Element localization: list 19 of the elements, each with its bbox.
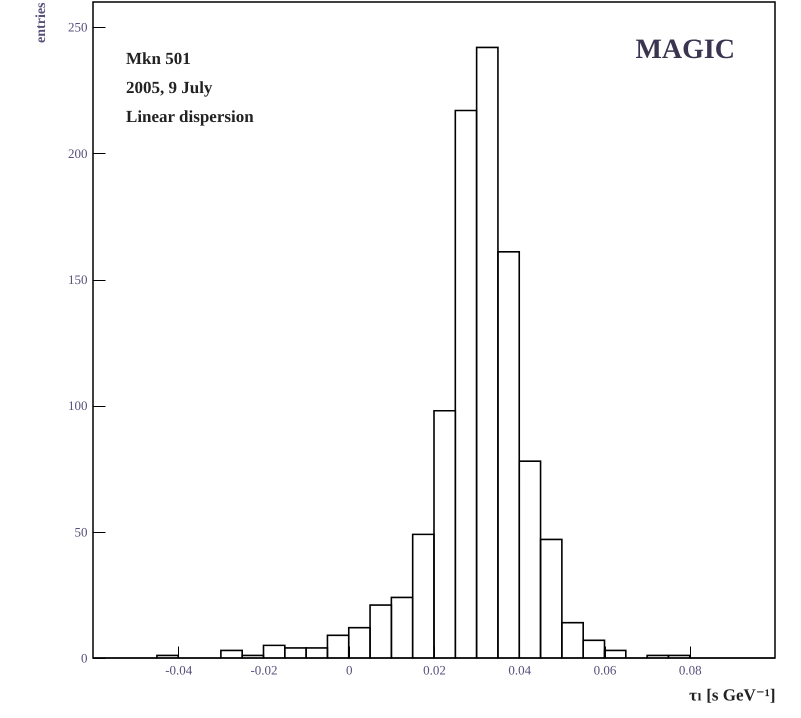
y-tick-label: 100 <box>68 398 88 414</box>
annotation: 2005, 9 July <box>126 78 213 97</box>
y-tick-label: 250 <box>68 20 88 35</box>
annotation: Linear dispersion <box>126 107 254 126</box>
x-tick-label: 0.04 <box>508 662 532 678</box>
y-tick-label: 50 <box>74 524 88 540</box>
x-tick-label: 0.02 <box>423 662 446 678</box>
x-tick-label: 0.06 <box>594 662 617 678</box>
x-tick-label: 0.08 <box>678 662 702 678</box>
annotation: Mkn 501 <box>126 49 191 68</box>
x-axis-title: τₗ [s GeV⁻¹] <box>689 686 776 704</box>
y-tick-label: 150 <box>68 272 88 288</box>
x-tick-label: -0.02 <box>250 662 278 678</box>
annotation: MAGIC <box>635 34 735 65</box>
y-tick-label: 0 <box>81 650 88 666</box>
x-tick-label: -0.04 <box>165 662 193 678</box>
x-tick-label: 0 <box>346 662 352 678</box>
y-tick-label: 200 <box>68 146 88 161</box>
y-axis-title: entries <box>34 2 49 43</box>
